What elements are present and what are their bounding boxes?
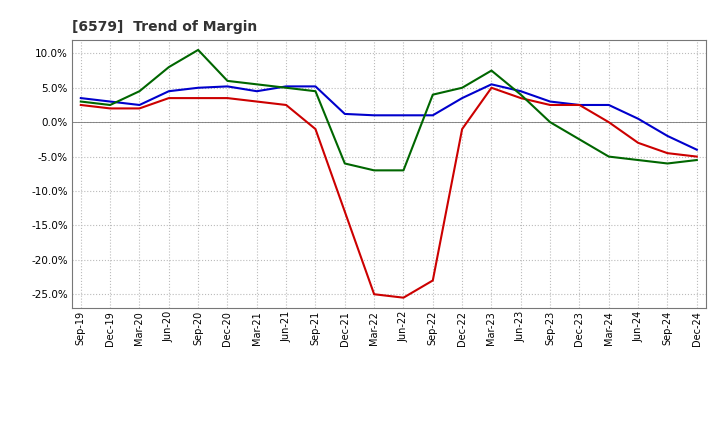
Text: [6579]  Trend of Margin: [6579] Trend of Margin bbox=[72, 20, 257, 34]
Operating Cashflow bbox=[575, 137, 584, 142]
Ordinary Income bbox=[399, 113, 408, 118]
Operating Cashflow bbox=[546, 120, 554, 125]
Line: Net Income: Net Income bbox=[81, 88, 697, 298]
Operating Cashflow bbox=[341, 161, 349, 166]
Ordinary Income bbox=[106, 99, 114, 104]
Operating Cashflow bbox=[223, 78, 232, 84]
Ordinary Income bbox=[428, 113, 437, 118]
Operating Cashflow bbox=[487, 68, 496, 73]
Net Income bbox=[164, 95, 173, 101]
Operating Cashflow bbox=[516, 92, 525, 97]
Ordinary Income bbox=[516, 88, 525, 94]
Ordinary Income bbox=[546, 99, 554, 104]
Operating Cashflow bbox=[428, 92, 437, 97]
Operating Cashflow bbox=[282, 85, 290, 90]
Ordinary Income bbox=[634, 116, 642, 121]
Operating Cashflow bbox=[663, 161, 672, 166]
Net Income bbox=[106, 106, 114, 111]
Net Income bbox=[76, 103, 85, 108]
Net Income bbox=[399, 295, 408, 301]
Net Income bbox=[516, 95, 525, 101]
Ordinary Income bbox=[605, 103, 613, 108]
Operating Cashflow bbox=[164, 65, 173, 70]
Ordinary Income bbox=[135, 103, 144, 108]
Ordinary Income bbox=[487, 82, 496, 87]
Line: Operating Cashflow: Operating Cashflow bbox=[81, 50, 697, 170]
Net Income bbox=[693, 154, 701, 159]
Operating Cashflow bbox=[253, 82, 261, 87]
Operating Cashflow bbox=[135, 88, 144, 94]
Operating Cashflow bbox=[399, 168, 408, 173]
Operating Cashflow bbox=[605, 154, 613, 159]
Net Income bbox=[282, 103, 290, 108]
Operating Cashflow bbox=[194, 47, 202, 52]
Ordinary Income bbox=[458, 95, 467, 101]
Net Income bbox=[428, 278, 437, 283]
Net Income bbox=[223, 95, 232, 101]
Ordinary Income bbox=[311, 84, 320, 89]
Ordinary Income bbox=[253, 88, 261, 94]
Ordinary Income bbox=[341, 111, 349, 117]
Ordinary Income bbox=[223, 84, 232, 89]
Ordinary Income bbox=[282, 84, 290, 89]
Net Income bbox=[194, 95, 202, 101]
Net Income bbox=[487, 85, 496, 90]
Operating Cashflow bbox=[106, 103, 114, 108]
Net Income bbox=[458, 126, 467, 132]
Ordinary Income bbox=[663, 133, 672, 139]
Operating Cashflow bbox=[693, 158, 701, 163]
Operating Cashflow bbox=[370, 168, 379, 173]
Ordinary Income bbox=[76, 95, 85, 101]
Line: Ordinary Income: Ordinary Income bbox=[81, 84, 697, 150]
Operating Cashflow bbox=[634, 158, 642, 163]
Ordinary Income bbox=[194, 85, 202, 90]
Net Income bbox=[341, 209, 349, 214]
Net Income bbox=[663, 150, 672, 156]
Ordinary Income bbox=[575, 103, 584, 108]
Ordinary Income bbox=[693, 147, 701, 152]
Operating Cashflow bbox=[76, 99, 85, 104]
Net Income bbox=[253, 99, 261, 104]
Net Income bbox=[605, 120, 613, 125]
Operating Cashflow bbox=[311, 88, 320, 94]
Ordinary Income bbox=[164, 88, 173, 94]
Net Income bbox=[634, 140, 642, 146]
Ordinary Income bbox=[370, 113, 379, 118]
Net Income bbox=[546, 103, 554, 108]
Net Income bbox=[135, 106, 144, 111]
Operating Cashflow bbox=[458, 85, 467, 90]
Net Income bbox=[575, 103, 584, 108]
Net Income bbox=[311, 126, 320, 132]
Net Income bbox=[370, 292, 379, 297]
